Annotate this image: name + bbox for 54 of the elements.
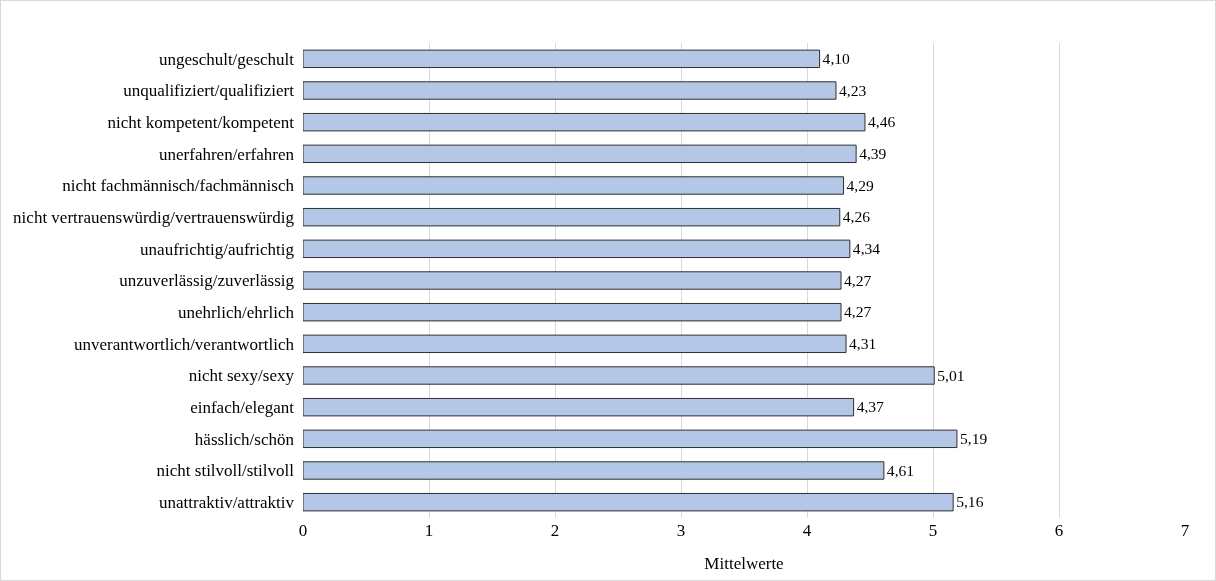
bar (303, 271, 842, 290)
x-tick-label: 1 (424, 521, 434, 540)
x-axis-title: Mittelwerte (704, 554, 784, 574)
bar (303, 397, 855, 417)
bar (303, 461, 885, 480)
y-tick-label: nicht sexy/sexy (188, 366, 295, 386)
bar (303, 239, 851, 259)
y-tick-label: unerfahren/erfahren (159, 144, 295, 164)
y-tick-label: ungeschult/geschult (158, 49, 295, 69)
x-tick-label: 7 (1180, 521, 1190, 540)
y-tick-label: nicht vertrauenswürdig/vertrauenswürdig (13, 208, 295, 228)
y-tick-label: unehrlich/ehrlich (177, 303, 295, 323)
data-label: 5,16 (956, 493, 984, 511)
bar (303, 492, 954, 512)
data-label: 4,31 (849, 334, 877, 352)
data-label: 4,46 (867, 113, 896, 131)
data-label: 4,39 (859, 144, 887, 162)
x-tick-label: 6 (1054, 521, 1064, 540)
y-tick-label: unzuverlässig/zuverlässig (119, 271, 295, 291)
x-tick-label: 4 (802, 521, 812, 540)
x-tick-label: 3 (676, 521, 686, 540)
data-label: 4,61 (886, 461, 915, 479)
data-label: 4,34 (852, 239, 881, 257)
y-tick-label: unverantwortlich/verantwortlich (74, 334, 295, 354)
y-tick-label: einfach/elegant (190, 398, 295, 418)
y-tick-label: unqualifiziert/qualifiziert (123, 81, 295, 101)
data-label: 4,27 (844, 303, 872, 321)
bar (303, 207, 841, 227)
data-label: 4,29 (846, 176, 875, 194)
bar (303, 366, 935, 385)
bar (303, 429, 958, 449)
y-tick-label: unattraktiv/attraktiv (158, 493, 295, 513)
bar (303, 334, 847, 354)
data-label: 4,10 (822, 49, 851, 67)
bar (303, 112, 866, 132)
y-tick-label: nicht kompetent/kompetent (107, 113, 295, 133)
x-tick-label: 0 (298, 521, 308, 540)
data-label: 4,27 (844, 271, 872, 289)
bar (303, 81, 837, 100)
y-tick-label: hässlich/schön (194, 429, 295, 449)
data-label: 4,26 (842, 208, 871, 226)
data-label: 4,23 (838, 81, 867, 99)
y-tick-label: unaufrichtig/aufrichtig (140, 239, 295, 259)
y-tick-label: nicht stilvoll/stilvoll (156, 461, 295, 481)
x-tick-label: 5 (928, 521, 938, 540)
data-label: 4,37 (856, 398, 885, 416)
data-label: 5,01 (937, 366, 965, 384)
bar (303, 176, 845, 195)
bar (303, 302, 842, 322)
bar (303, 49, 821, 69)
bar (303, 144, 857, 164)
x-tick-label: 2 (550, 521, 560, 540)
data-label: 5,19 (959, 429, 988, 447)
y-tick-label: nicht fachmännisch/fachmännisch (62, 176, 295, 196)
